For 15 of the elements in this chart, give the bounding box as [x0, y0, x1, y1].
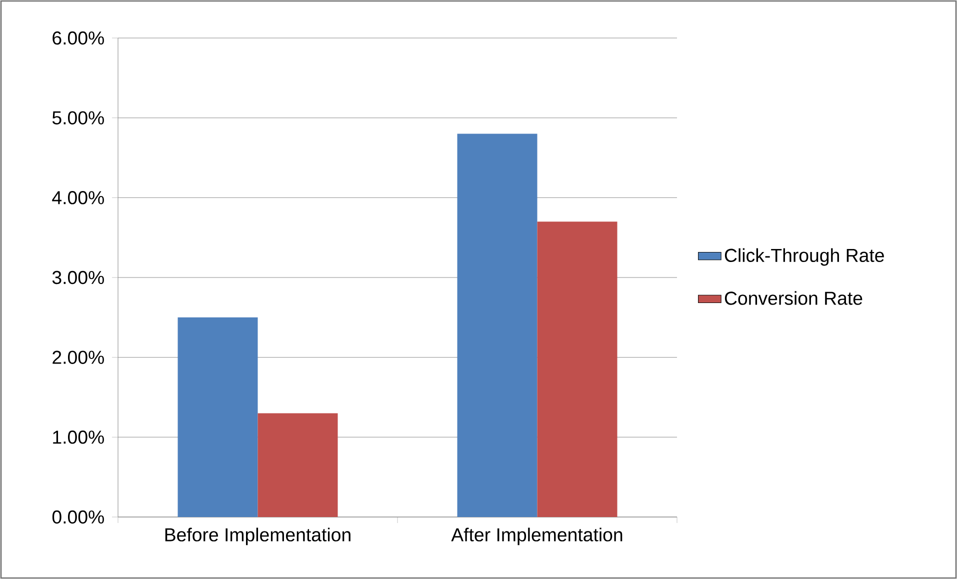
bar — [537, 222, 618, 517]
y-tick-label: 0.00% — [52, 510, 104, 524]
y-tick-label: 3.00% — [52, 270, 104, 284]
bar — [178, 317, 258, 517]
legend-label: Conversion Rate — [724, 291, 862, 305]
x-tick-label: After Implementation — [451, 528, 622, 546]
bar — [457, 134, 538, 517]
legend-label: Click-Through Rate — [724, 248, 884, 266]
y-tick-label: 4.00% — [52, 191, 104, 204]
x-tick-label: Before Implementation — [165, 528, 350, 546]
y-tick-label: 5.00% — [52, 111, 104, 124]
y-tick-label: 2.00% — [52, 350, 104, 364]
y-tick-label: 1.00% — [53, 430, 104, 444]
bar — [258, 413, 338, 517]
y-tick-label: 6.00% — [52, 31, 104, 45]
